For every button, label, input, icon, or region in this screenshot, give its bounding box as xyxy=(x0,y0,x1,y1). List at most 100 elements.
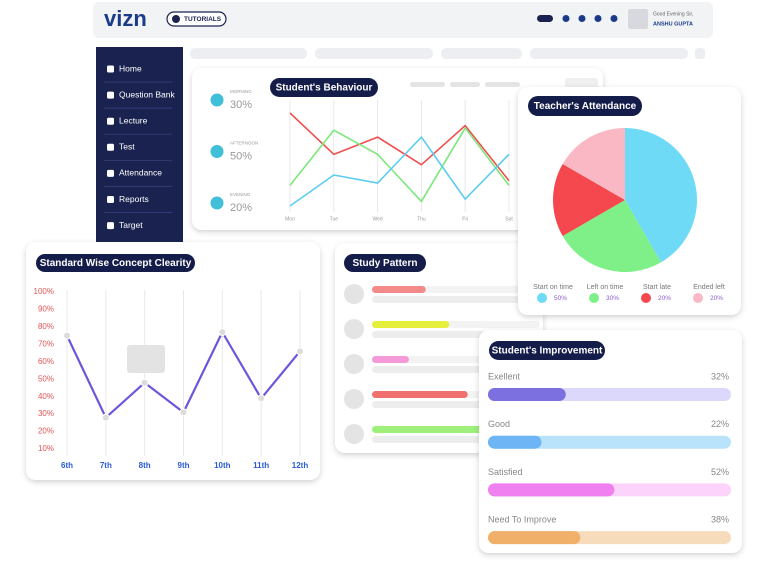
card-title: Study Pattern xyxy=(352,258,417,269)
data-point xyxy=(218,328,227,337)
data-point xyxy=(296,347,304,356)
menu-icon[interactable] xyxy=(107,222,114,230)
legend-label: Ended left xyxy=(693,284,725,291)
x-tick-label: Tue xyxy=(330,216,339,222)
period-value: 50% xyxy=(230,150,252,162)
placeholder xyxy=(190,48,307,59)
menu-item[interactable]: Test xyxy=(119,142,135,152)
menu-icon[interactable] xyxy=(107,65,114,73)
bar xyxy=(488,435,542,449)
x-tick-label: 9th xyxy=(178,461,190,470)
toggle[interactable] xyxy=(537,15,553,22)
title-pill xyxy=(344,254,426,272)
bar xyxy=(372,286,426,293)
avatar[interactable] xyxy=(628,9,648,29)
menu-item[interactable]: Lecture xyxy=(119,115,148,125)
placeholder xyxy=(485,82,520,87)
x-tick-label: 6th xyxy=(61,461,73,470)
bar xyxy=(372,426,490,433)
menu-item[interactable]: Target xyxy=(119,220,143,230)
x-tick-label: 11th xyxy=(253,461,269,470)
menu-item[interactable]: Reports xyxy=(119,194,149,204)
card xyxy=(26,242,320,480)
menu-icon[interactable] xyxy=(107,143,114,151)
x-tick-label: Thu xyxy=(417,216,426,222)
period-label: EVENING xyxy=(230,192,251,197)
pie-slice xyxy=(625,128,697,263)
x-tick-label: Fri xyxy=(462,216,468,222)
y-tick-label: 20% xyxy=(38,427,54,436)
y-tick-label: 80% xyxy=(38,322,54,331)
row-avatar xyxy=(344,389,364,409)
tutorials-label[interactable]: TUTORIALS xyxy=(184,16,222,23)
data-line xyxy=(289,127,510,203)
data-line xyxy=(289,136,510,207)
logo: vizn xyxy=(104,6,147,31)
period-value: 30% xyxy=(230,99,252,111)
legend-label: Left on time xyxy=(587,284,624,291)
y-tick-label: 30% xyxy=(38,409,54,418)
icon[interactable] xyxy=(594,15,602,22)
track xyxy=(372,296,520,303)
tutorials-button[interactable] xyxy=(166,11,227,27)
value-label: 20% xyxy=(710,295,723,302)
icon[interactable] xyxy=(562,15,570,22)
card-title: Standard Wise Concept Clearity xyxy=(40,258,192,269)
placeholder-row xyxy=(190,48,705,59)
icon[interactable] xyxy=(610,15,618,22)
legend-label: Start on time xyxy=(533,284,573,291)
row-avatar xyxy=(344,354,364,374)
data-line xyxy=(289,112,510,182)
title-pill xyxy=(36,254,195,272)
menu-item[interactable]: Question Bank xyxy=(119,89,176,99)
bar xyxy=(488,388,566,401)
user-name[interactable]: ANSHU GUPTA xyxy=(653,21,693,27)
period-icon xyxy=(210,93,224,107)
row-avatar xyxy=(344,284,364,304)
data-point xyxy=(179,408,188,417)
menu-item[interactable]: Home xyxy=(119,63,142,73)
legend-dot xyxy=(693,293,703,303)
pie-slice xyxy=(553,164,625,236)
category-label: Need To Improve xyxy=(488,514,556,524)
sidebar: Home Question Bank Lecture Test Attendance Re… xyxy=(96,47,183,245)
data-point xyxy=(63,331,71,340)
legend-dot xyxy=(589,293,599,303)
menu-item[interactable]: Attendance xyxy=(119,168,162,178)
placeholder xyxy=(410,82,445,87)
menu-icon[interactable] xyxy=(107,169,114,177)
y-tick-label: 60% xyxy=(38,357,54,366)
y-tick-label: 70% xyxy=(38,339,54,348)
concept-card: Standard Wise Concept Clearity 6th 7th 8th… xyxy=(26,242,320,480)
legend-dot xyxy=(641,293,651,303)
title-pill xyxy=(489,341,605,360)
value-label: 38% xyxy=(711,514,729,524)
placeholder xyxy=(450,82,480,87)
y-tick-label: 40% xyxy=(38,392,54,401)
pie-slice xyxy=(562,200,661,272)
card-title: Teacher's Attendance xyxy=(534,101,637,112)
x-tick-label: Wed xyxy=(372,216,382,222)
attendance-card: Teacher's Attendance Start on time 50% Lef… xyxy=(518,87,741,315)
bar xyxy=(372,356,409,363)
data-point xyxy=(257,394,266,403)
track xyxy=(488,435,731,449)
bar xyxy=(488,531,581,545)
row-avatar xyxy=(344,424,364,444)
menu-icon[interactable] xyxy=(107,117,114,125)
value-label: 50% xyxy=(554,295,567,302)
menu-icon[interactable] xyxy=(107,196,114,203)
x-tick-label: Sat xyxy=(505,216,513,222)
greeting: Good Evening Sir, xyxy=(653,11,693,17)
menu-icon[interactable] xyxy=(107,91,114,99)
x-tick-label: Mon xyxy=(285,216,295,222)
legend-dot xyxy=(537,293,547,303)
value-label: 30% xyxy=(606,295,619,302)
value-label: 20% xyxy=(658,295,671,302)
row-avatar xyxy=(344,319,364,339)
data-point xyxy=(101,413,110,422)
icon[interactable] xyxy=(578,15,586,22)
bar xyxy=(372,391,468,398)
category-label: Satisfied xyxy=(488,467,523,477)
